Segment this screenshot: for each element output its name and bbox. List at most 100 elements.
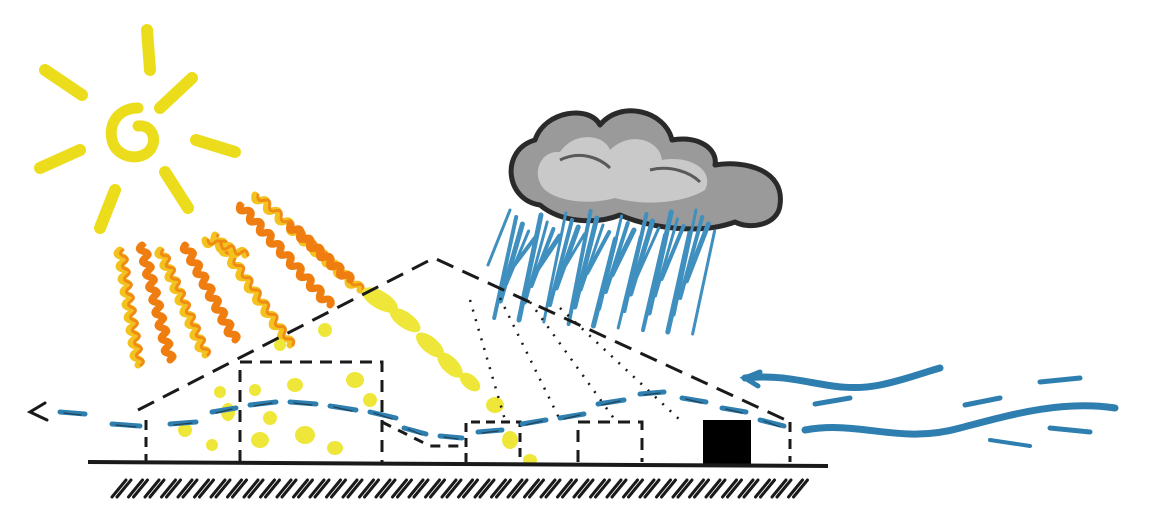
ground-hatch [754,478,771,499]
airflow-dash [115,424,137,428]
ground-hatch [440,478,458,499]
ground-hatch [110,478,128,499]
rain-streak [609,227,637,278]
airflow-dash [63,412,82,416]
ground-hatch [462,478,479,499]
ground-hatch [594,478,611,499]
rain-streak [497,221,525,304]
rain-streak [628,218,656,297]
rain-streak [665,230,693,335]
ground-hatch [445,478,463,499]
airflow-dash [643,392,661,396]
ground-hatch [506,478,524,499]
rain-streak [683,221,711,284]
airflow-dash [725,408,743,414]
wind-icon [739,364,1119,448]
ground-hatch [396,478,413,499]
ground-hatch [709,478,727,499]
ground-hatch [209,478,227,499]
ground-hatch [181,478,199,499]
light-spot [437,352,463,378]
light-spot [206,439,218,451]
ground-hatch [292,478,309,499]
ground-hatch [297,478,314,499]
airflow-dash [437,433,465,441]
ground-hatch [787,478,804,499]
ground-hatch [259,478,276,499]
rain-streak [548,218,574,307]
light-spot [459,372,481,392]
airflow-dash [481,430,499,434]
ground-hatch [391,478,408,499]
airflow-dash [373,412,393,420]
ground-hatch [275,478,293,499]
rain-streak [535,233,563,272]
ground-hatch [407,478,425,499]
ground-hatch [523,478,540,499]
light-spot [251,432,269,448]
ground-line [87,460,829,499]
airflow-dash [685,398,703,404]
ground-hatch [759,478,776,499]
ground-hatch [132,478,149,499]
ground-hatch [589,478,606,499]
rain-streak [572,215,600,310]
ground-hatch [770,478,788,499]
airflow-dash [57,409,88,417]
light-spot [318,323,332,337]
airflow-dash [475,427,505,435]
rain-streak [653,217,679,298]
rain-streak [579,223,605,292]
ground-hatch [693,478,710,499]
light-spot [362,287,398,313]
airflow-dash [287,399,319,407]
rain-streak [523,220,549,305]
ground-hatch [622,478,639,499]
ground-hatch [247,478,265,499]
airflow-arrow [26,389,787,441]
light-spot-icon [178,287,537,466]
rain-streak [622,212,649,313]
ground-hatch [473,478,491,499]
airflow-dash [443,436,459,440]
ground-hatch [539,478,557,499]
ground-hatch [655,478,672,499]
ground-hatch [688,478,705,499]
ground-hatch [165,478,182,499]
ground-hatch [358,478,375,499]
ground-hatch [544,478,562,499]
ground-hatch [511,478,529,499]
ground-hatch [280,478,298,499]
ground-hatch [721,478,738,499]
ground-hatch [231,478,248,499]
ground-hatch [742,478,760,499]
ground-hatch [737,478,755,499]
heat-ray [206,238,250,257]
ground-hatch [726,478,743,499]
airflow-dash [215,408,233,414]
rain-icon [486,208,717,336]
ground-hatch [412,478,430,499]
rain-streak [672,208,698,317]
heat-ray [201,236,249,259]
rain-streak [646,209,674,316]
airflow-dash [601,400,621,406]
ground-hatch [198,478,215,499]
light-spot [178,423,192,437]
ground-hatch [313,478,331,499]
rain-streak [566,209,593,326]
airflow-dash [637,389,667,397]
ground-hatch [330,478,347,499]
airflow-dash [333,406,353,412]
airflow-dash [167,419,199,427]
airflow-dash [525,420,543,426]
light-spot [249,384,261,396]
rain-streak [492,215,519,320]
ground-hatch [457,478,474,499]
ground-hatch [704,478,722,499]
ground-hatch [374,478,392,499]
heat-ray [241,203,335,307]
light-spot [363,393,377,407]
light-spot [346,372,364,388]
